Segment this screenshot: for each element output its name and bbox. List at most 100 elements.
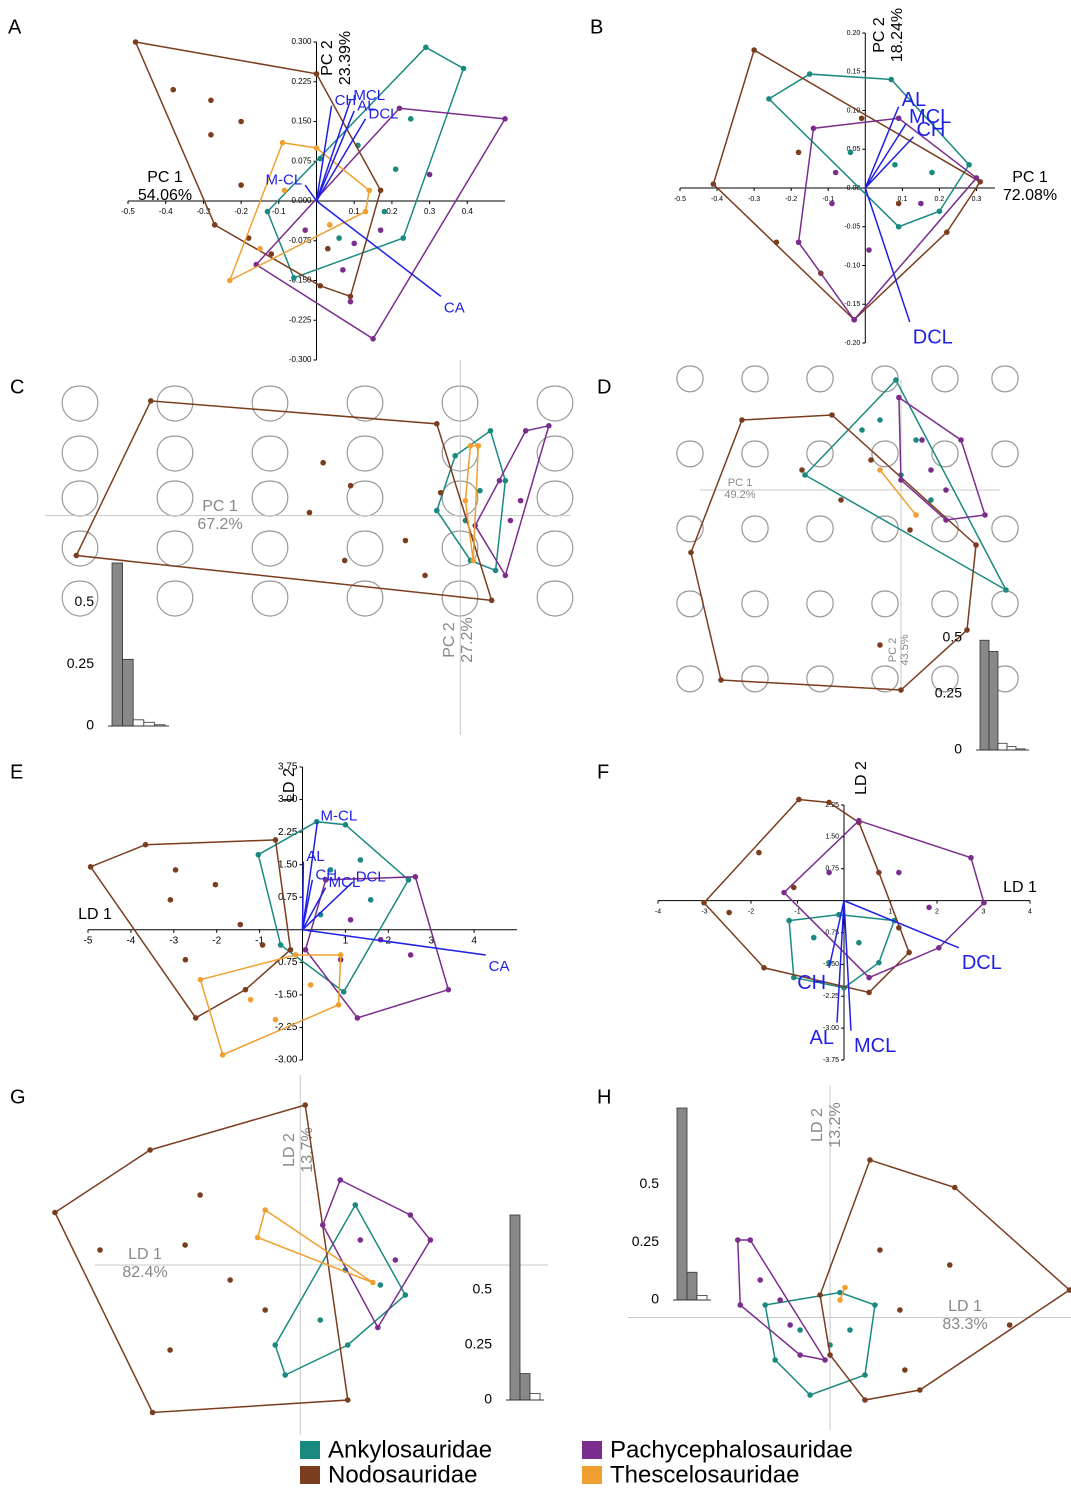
legend-swatch	[582, 1441, 602, 1459]
eigen-bar	[530, 1393, 540, 1400]
shape-outline	[742, 441, 768, 467]
y-tick-label: -0.225	[289, 315, 312, 324]
x-axis-percent: 49.2%	[724, 489, 755, 501]
data-point	[842, 1285, 848, 1291]
data-point	[238, 182, 244, 188]
shape-outline	[537, 436, 573, 471]
group-hull	[691, 415, 976, 690]
data-point	[756, 850, 762, 856]
y-tick-label: 0.75	[278, 892, 298, 903]
x-tick-label: 3	[982, 908, 986, 915]
data-point	[183, 957, 189, 963]
data-point	[859, 427, 865, 433]
data-point	[393, 1257, 399, 1263]
y-axis-title: LD 2	[281, 768, 298, 802]
loading-vector	[844, 901, 851, 1031]
data-point	[470, 558, 476, 564]
data-point	[1003, 587, 1009, 593]
data-point	[366, 188, 372, 194]
shape-outline	[252, 436, 288, 471]
data-point	[438, 490, 444, 496]
shape-outline	[347, 436, 383, 471]
data-point	[802, 472, 808, 478]
data-point	[327, 222, 333, 228]
data-point	[826, 800, 832, 806]
bar-tick-label: 0.25	[632, 1233, 659, 1249]
y-axis-title: LD 2	[281, 1133, 298, 1167]
vector-label: DCL	[913, 326, 953, 348]
data-point	[859, 115, 865, 121]
data-point	[711, 181, 717, 187]
data-point	[358, 857, 364, 863]
group-hull	[899, 398, 985, 521]
data-point	[896, 870, 902, 876]
bar-tick-label: 0	[484, 1391, 492, 1407]
data-point	[761, 965, 767, 971]
data-point	[829, 412, 835, 418]
shape-outline	[537, 581, 573, 616]
loading-vector	[317, 119, 366, 201]
x-tick-label: -0.2	[785, 196, 797, 203]
shape-outline	[62, 386, 98, 421]
data-point	[408, 952, 414, 958]
data-point	[173, 867, 179, 873]
data-point	[929, 170, 935, 176]
shape-outline	[807, 591, 833, 617]
data-point	[434, 508, 440, 514]
data-point	[355, 1015, 361, 1021]
data-point	[273, 837, 279, 843]
data-point	[193, 1015, 199, 1021]
data-point	[947, 1262, 953, 1268]
data-point	[317, 283, 323, 289]
data-point	[337, 1177, 343, 1183]
group-hull	[784, 821, 984, 978]
eigen-bar	[980, 640, 989, 750]
bar-tick-label: 0.25	[465, 1336, 492, 1352]
data-point	[400, 235, 406, 241]
group-hull	[880, 470, 916, 515]
eigen-bar	[989, 651, 998, 750]
eigen-bar	[677, 1108, 687, 1300]
vector-label: DCL	[962, 952, 1002, 974]
data-point	[345, 1342, 351, 1348]
y-axis-percent: 18.24%	[889, 8, 906, 62]
y-tick-label: -0.20	[844, 340, 860, 347]
data-point	[341, 989, 347, 995]
shape-outline	[992, 441, 1018, 467]
x-axis-title: PC 1	[202, 498, 238, 515]
data-point	[958, 437, 964, 443]
group-hull	[258, 1210, 373, 1283]
data-point	[847, 1327, 853, 1333]
data-point	[877, 417, 883, 423]
x-tick-label: -0.4	[159, 207, 173, 216]
data-point	[408, 1212, 414, 1218]
data-point	[468, 443, 474, 449]
y-tick-label: 0.150	[291, 117, 312, 126]
y-tick-label: 0.20	[847, 30, 861, 37]
y-tick-label: -3.00	[275, 1055, 298, 1066]
shape-outline	[992, 591, 1018, 617]
data-point	[170, 87, 176, 93]
x-axis-percent: 82.4%	[122, 1264, 167, 1281]
data-point	[866, 990, 872, 996]
data-point	[918, 201, 924, 207]
data-point	[220, 1052, 226, 1058]
x-tick-label: 0.3	[972, 196, 982, 203]
data-point	[966, 162, 972, 168]
vector-label: CA	[444, 299, 465, 316]
data-point	[518, 498, 524, 504]
data-point	[434, 421, 440, 427]
data-point	[427, 172, 433, 178]
data-point	[348, 299, 354, 305]
shape-outline	[347, 531, 383, 566]
shape-outline	[932, 591, 958, 617]
shape-outline	[677, 516, 703, 542]
data-point	[314, 71, 320, 77]
y-tick-label: 0.300	[291, 37, 312, 46]
group-hull	[200, 955, 340, 1055]
shape-outline	[157, 581, 193, 616]
loading-vector	[303, 930, 486, 955]
data-point	[898, 687, 904, 693]
data-point	[897, 1307, 903, 1313]
data-point	[937, 208, 943, 214]
